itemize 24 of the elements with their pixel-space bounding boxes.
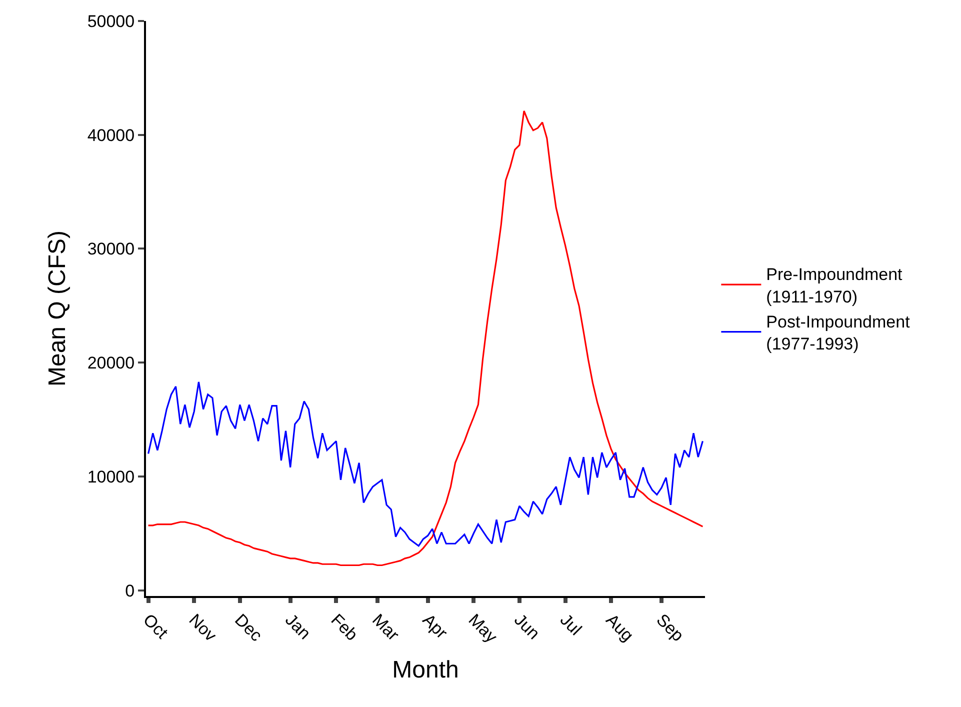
y-axis-title: Mean Q (CFS) [44, 230, 71, 387]
legend-label: Pre-Impoundment (1911-1970) [766, 265, 903, 306]
x-tick-label: Dec [231, 610, 266, 646]
x-tick-label: Apr [418, 610, 452, 643]
legend-label: Post-Impoundment (1977-1993) [766, 312, 910, 354]
y-tick-label: 0 [125, 581, 135, 600]
y-tick-label: 40000 [87, 126, 135, 145]
x-tick-label: Nov [185, 610, 220, 646]
line-series [147, 381, 704, 547]
x-tick-label: Jun [510, 610, 544, 644]
line-series [147, 110, 704, 566]
x-tick-label: Oct [139, 610, 172, 643]
x-tick-label: Aug [602, 610, 638, 646]
x-tick-label: Mar [368, 610, 403, 645]
x-tick-label: Sep [652, 610, 688, 646]
y-tick-label: 30000 [87, 240, 135, 259]
x-tick-label: Jul [556, 610, 586, 640]
x-tick-label: Jan [281, 610, 314, 644]
y-tick-label: 50000 [87, 12, 135, 31]
x-tick-label: Feb [327, 610, 362, 644]
x-tick-label: May [464, 610, 502, 647]
y-tick-label: 20000 [87, 354, 135, 373]
x-axis-title: Month [392, 656, 459, 684]
y-tick-label: 10000 [87, 467, 135, 486]
